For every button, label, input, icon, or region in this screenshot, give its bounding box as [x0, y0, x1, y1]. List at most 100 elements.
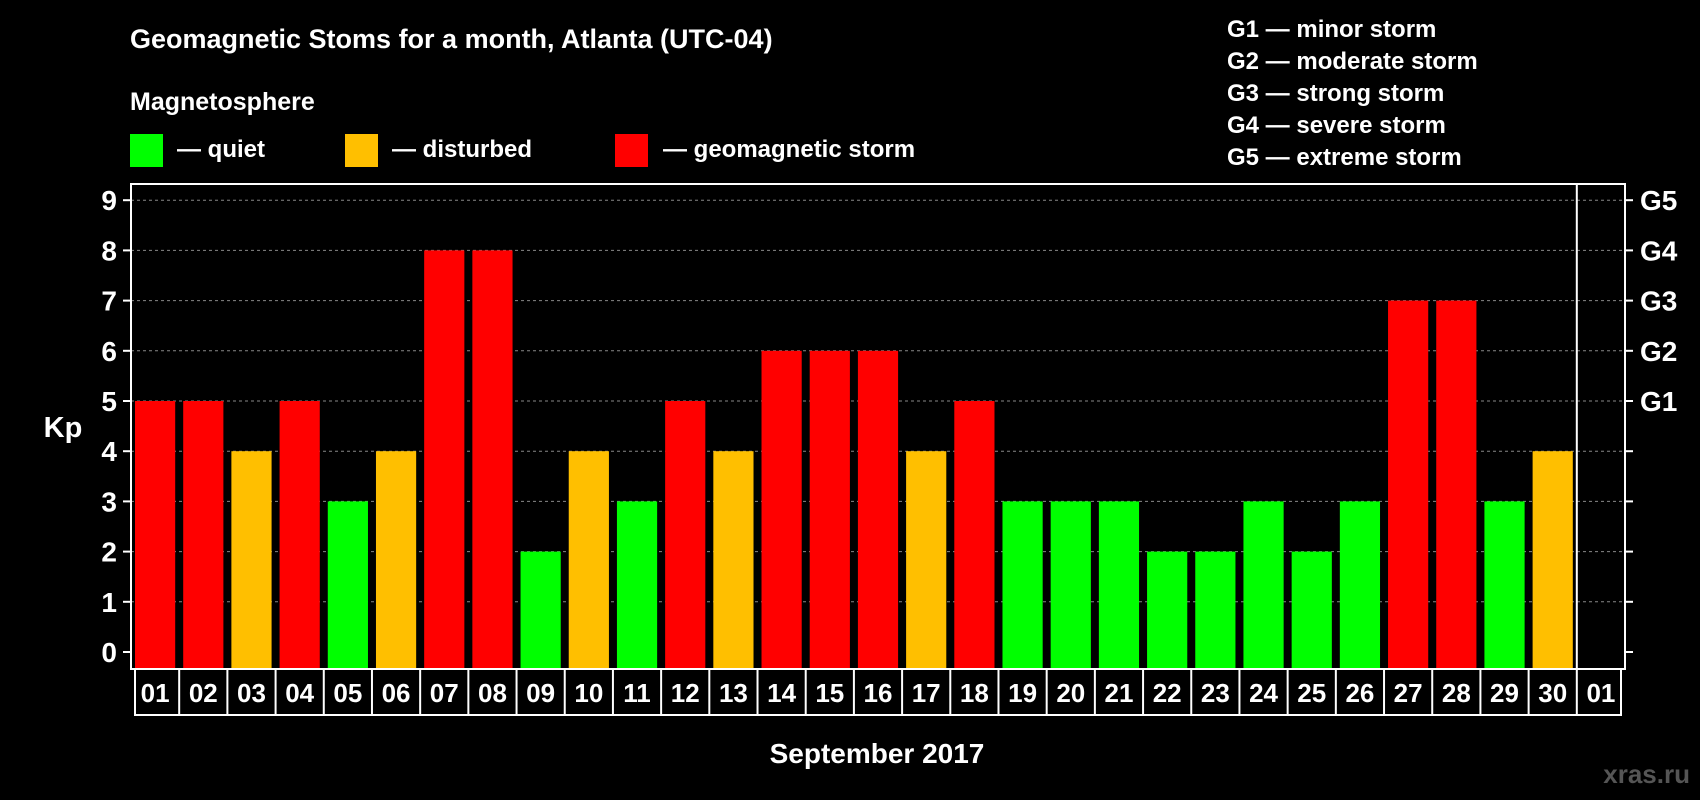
x-tick-label: 01 — [1586, 678, 1615, 708]
x-tick-label: 22 — [1153, 678, 1182, 708]
bar-9 — [520, 551, 561, 668]
bar-30 — [1532, 451, 1573, 668]
y-tick-label: 3 — [101, 486, 117, 517]
x-tick-label: 07 — [430, 678, 459, 708]
x-tick-label: 16 — [864, 678, 893, 708]
x-tick-label: 29 — [1490, 678, 1519, 708]
bar-25 — [1291, 551, 1332, 668]
right-tick-label: G1 — [1640, 386, 1677, 417]
storm-scale-g3: G3 — strong storm — [1227, 80, 1444, 107]
x-tick-label: 11 — [623, 678, 651, 708]
bar-4 — [279, 401, 320, 668]
x-tick-label: 14 — [767, 678, 796, 708]
x-tick-label: 06 — [382, 678, 411, 708]
x-tick-label: 15 — [815, 678, 844, 708]
bar-7 — [424, 250, 465, 668]
x-cell-border — [134, 668, 1622, 716]
bar-8 — [472, 250, 513, 668]
bar-1 — [135, 401, 176, 668]
bar-23 — [1195, 551, 1236, 668]
right-tick-label: G3 — [1640, 286, 1677, 317]
y-tick-label: 2 — [101, 537, 117, 568]
x-tick-label: 30 — [1538, 678, 1567, 708]
bar-28 — [1436, 300, 1477, 668]
bar-22 — [1147, 551, 1188, 668]
x-tick-label: 09 — [526, 678, 555, 708]
bar-13 — [713, 451, 754, 668]
x-tick-label: 03 — [237, 678, 266, 708]
y-ticks: 0 1 2 3 4 5 6 7 8 9 — [101, 185, 131, 668]
x-tick-label: 02 — [189, 678, 218, 708]
x-tick-label: 27 — [1394, 678, 1423, 708]
storm-scale-legend: G1 — minor storm G2 — moderate storm G3 … — [1227, 16, 1478, 171]
legend-swatch-quiet — [130, 134, 163, 167]
storm-scale-g2: G2 — moderate storm — [1227, 48, 1478, 75]
right-tick-label: G5 — [1640, 185, 1677, 216]
x-tick-label: 10 — [574, 678, 603, 708]
bar-14 — [761, 350, 802, 668]
bar-18 — [954, 401, 995, 668]
right-tick-label: G2 — [1640, 336, 1677, 367]
x-tick-label: 25 — [1297, 678, 1326, 708]
bar-5 — [327, 501, 368, 668]
x-tick-label: 05 — [333, 678, 362, 708]
x-tick-label: 17 — [912, 678, 941, 708]
x-tick-label: 01 — [141, 678, 170, 708]
x-tick-label: 23 — [1201, 678, 1230, 708]
watermark: xras.ru — [1603, 759, 1690, 789]
bar-10 — [568, 451, 609, 668]
legend-label-quiet: — quiet — [177, 136, 265, 163]
bar-15 — [809, 350, 850, 668]
x-tick-label: 28 — [1442, 678, 1471, 708]
storm-scale-g4: G4 — severe storm — [1227, 112, 1446, 139]
x-tick-label: 21 — [1105, 678, 1134, 708]
bar-21 — [1098, 501, 1140, 668]
bar-6 — [375, 451, 417, 668]
legend-label-storm: — geomagnetic storm — [663, 136, 915, 163]
y-tick-label: 6 — [101, 336, 117, 367]
x-tick-label: 08 — [478, 678, 507, 708]
y-tick-label: 8 — [101, 235, 117, 266]
storm-scale-g5: G5 — extreme storm — [1227, 144, 1462, 171]
bar-29 — [1484, 501, 1525, 668]
y-tick-label: 0 — [101, 637, 117, 668]
x-tick-label: 13 — [719, 678, 748, 708]
legend: — quiet — disturbed — geomagnetic storm — [130, 134, 915, 167]
bar-11 — [616, 501, 658, 668]
bar-19 — [1002, 501, 1043, 668]
bar-12 — [665, 401, 706, 668]
y-tick-label: 1 — [101, 587, 117, 618]
bar-3 — [231, 451, 272, 668]
y-tick-label: 9 — [101, 185, 117, 216]
bar-2 — [183, 401, 224, 668]
legend-label-disturbed: — disturbed — [392, 136, 532, 163]
right-tick-label: G4 — [1640, 235, 1678, 266]
right-ticks: G1 G2 G3 G4 G5 — [1625, 185, 1678, 653]
bar-16 — [857, 350, 899, 668]
x-tick-label: 20 — [1056, 678, 1085, 708]
x-tick-label: 24 — [1249, 678, 1278, 708]
x-category-cells: 01 02 03 04 05 06 07 08 09 10 11 12 13 14 15 16 17 18 19 20… — [134, 668, 1622, 716]
y-axis-label: Kp — [44, 412, 83, 444]
y-tick-label: 4 — [101, 436, 117, 467]
x-tick-label: 26 — [1345, 678, 1374, 708]
chart-title: Geomagnetic Stoms for a month, Atlanta (… — [130, 24, 773, 54]
bar-24 — [1243, 501, 1284, 668]
x-tick-label: 04 — [285, 678, 314, 708]
x-tick-label: 12 — [671, 678, 700, 708]
bar-20 — [1050, 501, 1091, 668]
legend-swatch-storm — [615, 134, 648, 167]
legend-swatch-disturbed — [345, 134, 378, 167]
y-tick-label: 7 — [101, 286, 117, 317]
x-tick-label: 18 — [960, 678, 989, 708]
legend-title: Magnetosphere — [130, 88, 315, 116]
bar-26 — [1339, 501, 1381, 668]
x-axis-label: September 2017 — [770, 738, 985, 769]
bar-17 — [906, 451, 947, 668]
y-tick-label: 5 — [101, 386, 117, 417]
storm-scale-g1: G1 — minor storm — [1227, 16, 1436, 43]
bar-27 — [1388, 300, 1429, 668]
bars — [135, 250, 1573, 668]
x-tick-label: 19 — [1008, 678, 1037, 708]
